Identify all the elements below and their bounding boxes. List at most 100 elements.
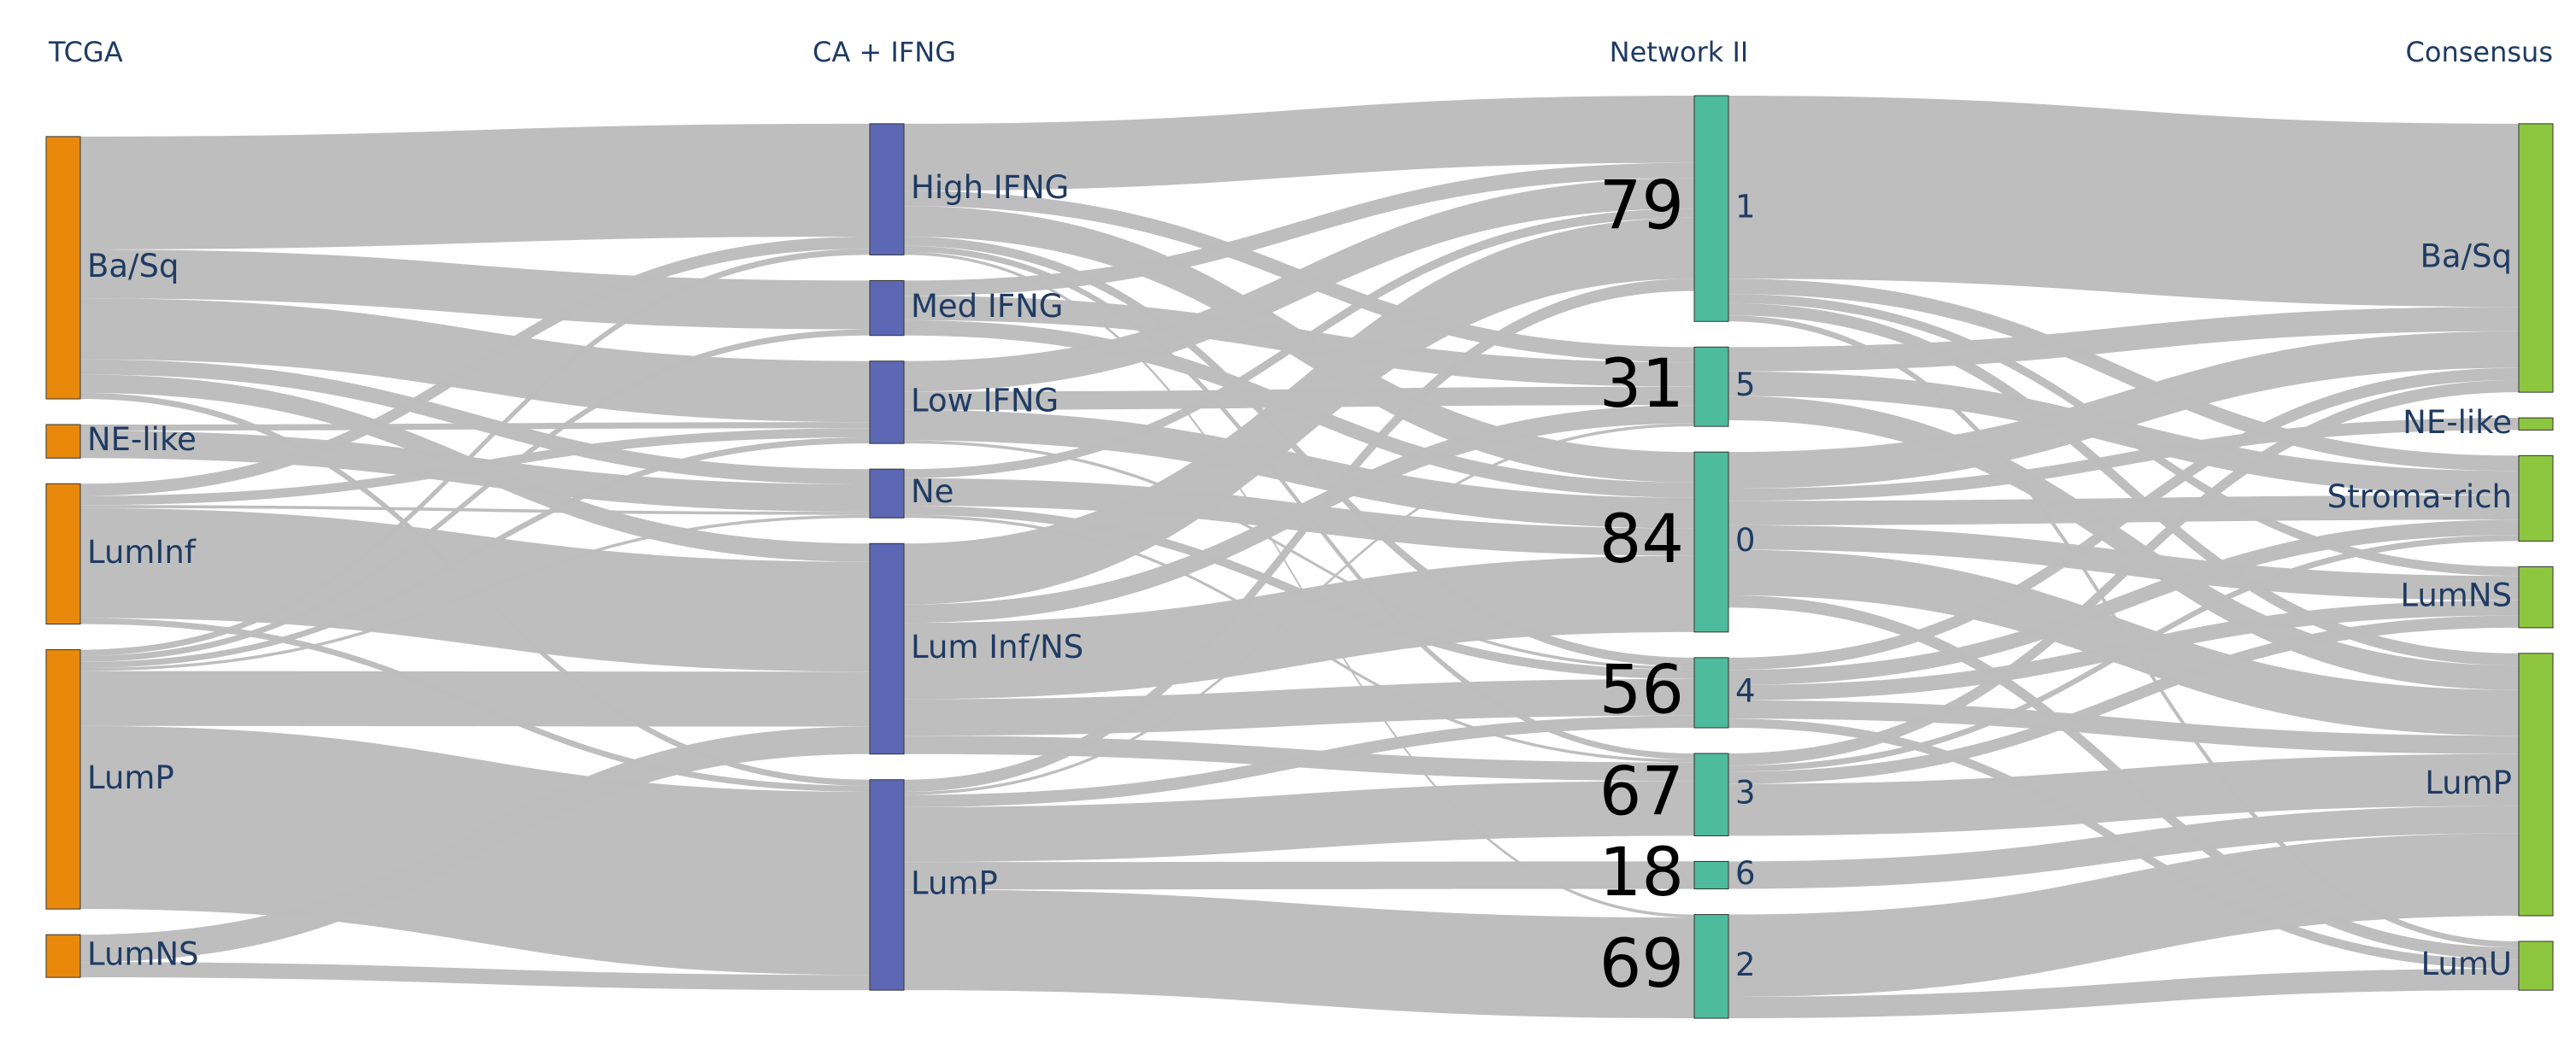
node-label-t_lumns: LumNS <box>87 936 199 973</box>
flow-c_high-to-n3 <box>904 245 1694 760</box>
flow-n5-to-s_basq <box>1728 307 2519 372</box>
flow-c_high-to-n4 <box>904 237 1694 667</box>
node-n4[interactable] <box>1693 657 1729 729</box>
flow-t_luminf-to-c_high <box>80 237 870 496</box>
node-label-t_lump: LumP <box>87 759 174 796</box>
flow-t_basq-to-c_ne <box>80 359 870 484</box>
node-c_low[interactable] <box>869 360 905 444</box>
flow-c_low-to-n0 <box>904 409 1694 529</box>
flow-c_lump-to-n4 <box>904 715 1694 807</box>
node-count-n1: 79 <box>1599 168 1684 245</box>
node-label-n4: 4 <box>1735 672 1756 709</box>
column-title-tcga: TCGA <box>48 36 123 68</box>
node-n0[interactable] <box>1693 451 1729 633</box>
node-s_ne[interactable] <box>2518 417 2554 431</box>
flow-c_lump-to-n5 <box>904 423 1694 795</box>
node-label-s_lumu: LumU <box>2421 946 2512 982</box>
flow-n2-to-s_lump <box>1728 833 2519 997</box>
flow-t_luminf-to-c_ne <box>80 505 870 515</box>
flow-c_lump-to-n2 <box>904 889 1694 1018</box>
node-label-n1: 1 <box>1735 189 1756 226</box>
flow-links <box>80 96 2519 1018</box>
node-c_lump[interactable] <box>869 779 905 991</box>
flow-t_basq-to-c_med <box>80 249 870 330</box>
node-s_lumns[interactable] <box>2518 566 2554 629</box>
flow-c_med-to-n1 <box>904 162 1694 296</box>
flow-c_luminf-to-n1 <box>904 217 1694 605</box>
node-label-s_lump: LumP <box>2425 765 2512 801</box>
flow-n6-to-s_lump <box>1728 806 2519 889</box>
flow-t_basq-to-c_high <box>80 123 870 249</box>
flow-t_lumns-to-c_lump <box>80 962 870 991</box>
node-count-n0: 84 <box>1599 501 1684 578</box>
flow-n3-to-s_lumns <box>1728 615 2519 784</box>
flow-t_lump-to-c_high <box>80 249 870 656</box>
node-label-c_high: High IFNG <box>911 169 1069 206</box>
node-label-n0: 0 <box>1735 522 1756 559</box>
flow-nodes: Ba/Sq NE-like LumInf LumP LumNS High IFNG Med … <box>45 95 2554 1019</box>
flow-n0-to-s_lumns <box>1728 524 2519 601</box>
node-n2[interactable] <box>1693 914 1729 1019</box>
column-title-consensus: Consensus <box>2406 36 2553 68</box>
flow-n1-to-s_lump <box>1728 302 2519 666</box>
node-n3[interactable] <box>1693 753 1729 836</box>
flow-n3-to-s_lump <box>1728 753 2519 836</box>
flow-t_luminf-to-c_low <box>80 428 870 506</box>
node-n5[interactable] <box>1693 346 1729 427</box>
node-count-n6: 18 <box>1599 835 1684 911</box>
flow-t_lump-to-c_ne <box>80 514 870 671</box>
node-label-s_lumns: LumNS <box>2400 577 2512 614</box>
node-c_luminf[interactable] <box>869 542 905 755</box>
node-t_ne[interactable] <box>45 424 81 459</box>
flow-n1-to-s_stroma <box>1728 278 2519 472</box>
flow-t_ne-to-c_low <box>80 422 870 431</box>
flow-n3-to-s_stroma <box>1728 535 2519 772</box>
node-count-n4: 56 <box>1599 652 1684 729</box>
node-label-n3: 3 <box>1735 775 1756 812</box>
node-count-n2: 69 <box>1599 926 1684 1003</box>
node-label-t_basq: Ba/Sq <box>87 248 179 284</box>
node-label-t_luminf: LumInf <box>87 534 197 571</box>
node-t_basq[interactable] <box>45 136 81 400</box>
flow-t_lump-to-c_luminf <box>80 671 870 727</box>
column-title-ca-ifng: CA + IFNG <box>813 36 956 68</box>
node-label-c_lump: LumP <box>911 864 998 901</box>
node-label-c_low: Low IFNG <box>911 382 1059 419</box>
node-t_lump[interactable] <box>45 649 81 910</box>
node-count-n3: 67 <box>1599 754 1684 831</box>
flow-n1-to-s_basq <box>1728 96 2519 308</box>
node-label-n5: 5 <box>1735 366 1756 403</box>
flow-c_low-to-n1 <box>904 178 1694 392</box>
node-c_med[interactable] <box>869 279 905 337</box>
node-c_high[interactable] <box>869 123 905 255</box>
node-label-c_ne: Ne <box>911 473 954 510</box>
node-label-c_med: Med IFNG <box>911 288 1063 325</box>
flow-c_lump-to-n3 <box>904 781 1694 863</box>
node-label-c_luminf: Lum Inf/NS <box>911 629 1083 665</box>
flow-n4-to-s_basq <box>1728 367 2519 671</box>
node-s_stroma[interactable] <box>2518 454 2554 542</box>
flow-n3-to-s_basq <box>1728 379 2519 766</box>
node-n6[interactable] <box>1693 860 1729 890</box>
node-c_ne[interactable] <box>869 468 905 519</box>
flow-c_low-to-n4 <box>904 440 1694 671</box>
node-label-s_ne: NE-like <box>2403 404 2512 441</box>
node-s_lumu[interactable] <box>2518 941 2554 991</box>
flow-t_ne-to-c_ne <box>80 431 870 513</box>
flow-n5-to-s_stroma <box>1728 371 2519 495</box>
node-s_lump[interactable] <box>2518 653 2554 917</box>
flow-n4-to-s_stroma <box>1728 519 2519 685</box>
flow-c_luminf-to-n5 <box>904 405 1694 624</box>
flow-t_luminf-to-c_luminf <box>80 507 870 672</box>
node-t_luminf[interactable] <box>45 483 81 625</box>
flow-c_ne-to-n1 <box>904 208 1694 478</box>
flow-c_luminf-to-n4 <box>904 678 1694 736</box>
node-t_lumns[interactable] <box>45 934 81 978</box>
flow-c_luminf-to-n0 <box>904 555 1694 700</box>
node-label-s_stroma: Stroma-rich <box>2327 478 2512 515</box>
node-n1[interactable] <box>1693 95 1729 322</box>
flow-n5-to-s_lump <box>1728 396 2519 690</box>
flow-n0-to-s_basq <box>1728 331 2519 489</box>
node-s_basq[interactable] <box>2518 123 2554 393</box>
